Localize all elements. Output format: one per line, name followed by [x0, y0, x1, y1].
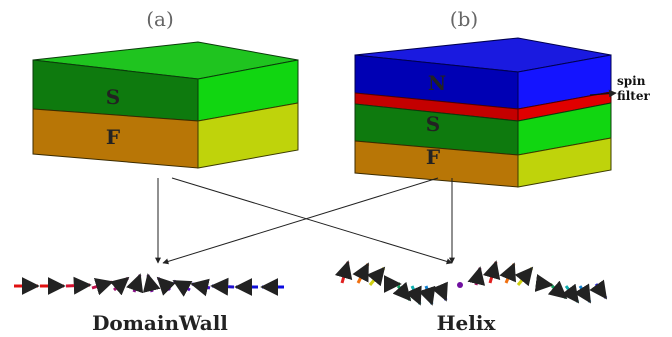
spin-arrow	[352, 262, 370, 284]
spin-arrow	[142, 273, 161, 293]
panel-b-label: (b)	[450, 7, 478, 31]
spin-arrow	[156, 276, 176, 296]
domain-wall-spins	[14, 273, 284, 297]
spin-arrow	[190, 278, 211, 297]
connector-arrows	[155, 177, 455, 265]
spin-arrow	[482, 260, 501, 284]
spin-arrow	[467, 266, 486, 286]
spin-filter-pointer	[589, 89, 617, 98]
helix-caption: Helix	[437, 311, 497, 335]
spin-arrow	[573, 283, 592, 304]
stack-a: S F	[32, 41, 299, 169]
arrow-a-to-helix	[171, 177, 453, 265]
spin-arrow	[561, 283, 580, 304]
f-layer-b-label: F	[426, 145, 440, 169]
spin-point	[457, 282, 463, 288]
spin-arrow	[65, 276, 92, 295]
spin-arrow	[210, 277, 235, 296]
spin-arrow	[405, 285, 422, 306]
spin-arrow	[589, 279, 608, 300]
spin-arrow	[534, 274, 554, 292]
spin-arrow	[126, 273, 144, 294]
spin-arrow	[431, 281, 448, 302]
stack-b: N S F spin filter	[354, 37, 650, 188]
n-layer-label: N	[428, 71, 446, 95]
spin-arrow	[514, 266, 534, 287]
spin-arrow	[334, 260, 353, 284]
domainwall-caption: DomainWall	[92, 311, 228, 335]
spin-arrow	[91, 278, 114, 296]
spin-arrow	[172, 279, 193, 297]
arrow-b-to-domainwall	[162, 177, 439, 265]
f-layer-label: F	[106, 125, 120, 149]
spin-arrow	[418, 285, 436, 306]
s-layer-label: S	[106, 85, 120, 109]
spin-arrow	[547, 280, 568, 300]
spin-arrow	[392, 281, 412, 302]
panel-a-label: (a)	[146, 7, 174, 31]
helix-spins	[334, 260, 608, 306]
f-layer-side	[197, 102, 299, 169]
spin-arrow	[109, 276, 130, 296]
spin-filter-label-line2: filter	[617, 89, 650, 103]
spin-arrow	[499, 262, 517, 284]
spin-arrow	[366, 266, 386, 287]
spin-filter-label-line1: spin	[617, 74, 646, 88]
f-layer-b-side	[517, 137, 612, 188]
s-layer-b-label: S	[426, 112, 440, 136]
